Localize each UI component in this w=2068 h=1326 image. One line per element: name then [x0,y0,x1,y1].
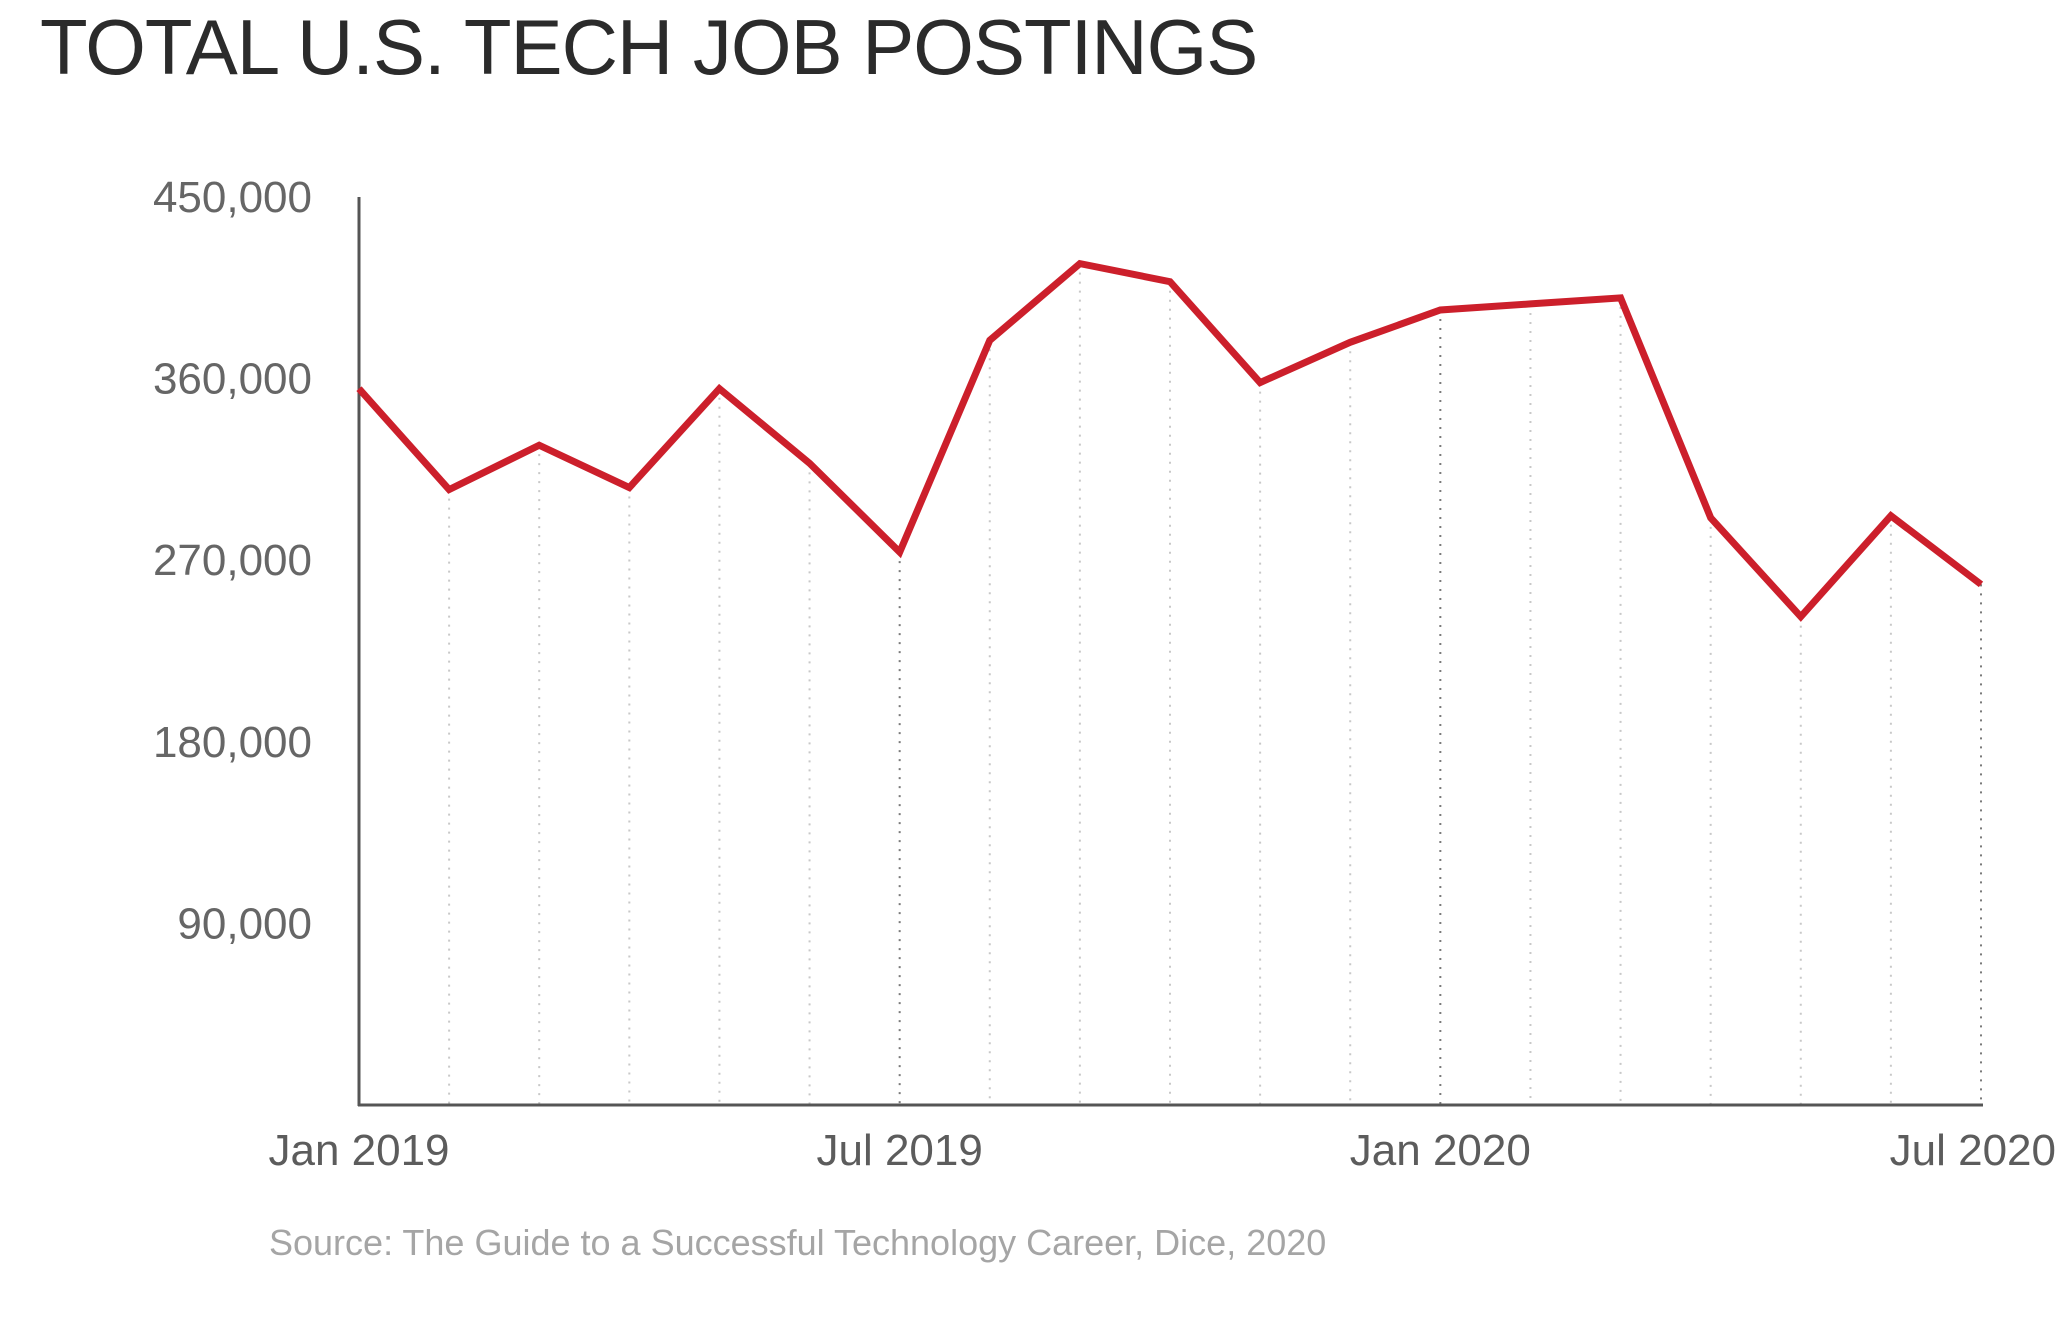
x-axis-ticks: Jan 2019 Jul 2019 Jan 2020 Jul 2020 [268,1126,2056,1175]
data-point [1349,341,1351,343]
y-tick-label: 90,000 [177,899,312,948]
data-point [989,339,991,341]
chart-title: TOTAL U.S. TECH JOB POSTINGS [40,3,1258,91]
y-axis-ticks: 90,000 180,000 270,000 360,000 450,000 [153,173,312,948]
gridlines [448,263,1982,1105]
y-tick-label: 360,000 [153,355,312,404]
data-point [358,388,360,390]
series-layer [356,259,1984,622]
source-note: Source: The Guide to a Successful Techno… [269,1222,1327,1263]
x-tick-label: Jan 2019 [268,1126,449,1175]
y-tick-label: 180,000 [153,718,312,767]
x-tick-label: Jul 2019 [816,1126,982,1175]
data-point [1980,583,1982,585]
series-line [356,259,1984,622]
data-point [1800,616,1802,618]
data-point [1620,297,1622,299]
data-point [1169,281,1171,283]
data-point [1710,517,1712,519]
data-point [1259,382,1261,384]
y-tick-label: 270,000 [153,536,312,585]
data-point [538,444,540,446]
data-point [809,462,811,464]
data-point [1890,515,1892,517]
axes [357,197,1983,1107]
data-point [1439,309,1441,311]
x-tick-label: Jul 2020 [1890,1126,2056,1175]
x-tick-label: Jan 2020 [1350,1126,1531,1175]
data-point [628,487,630,489]
data-point [718,388,720,390]
data-point [448,489,450,491]
data-point [899,551,901,553]
y-tick-label: 450,000 [153,173,312,222]
data-point [1529,303,1531,305]
data-point [1079,263,1081,265]
